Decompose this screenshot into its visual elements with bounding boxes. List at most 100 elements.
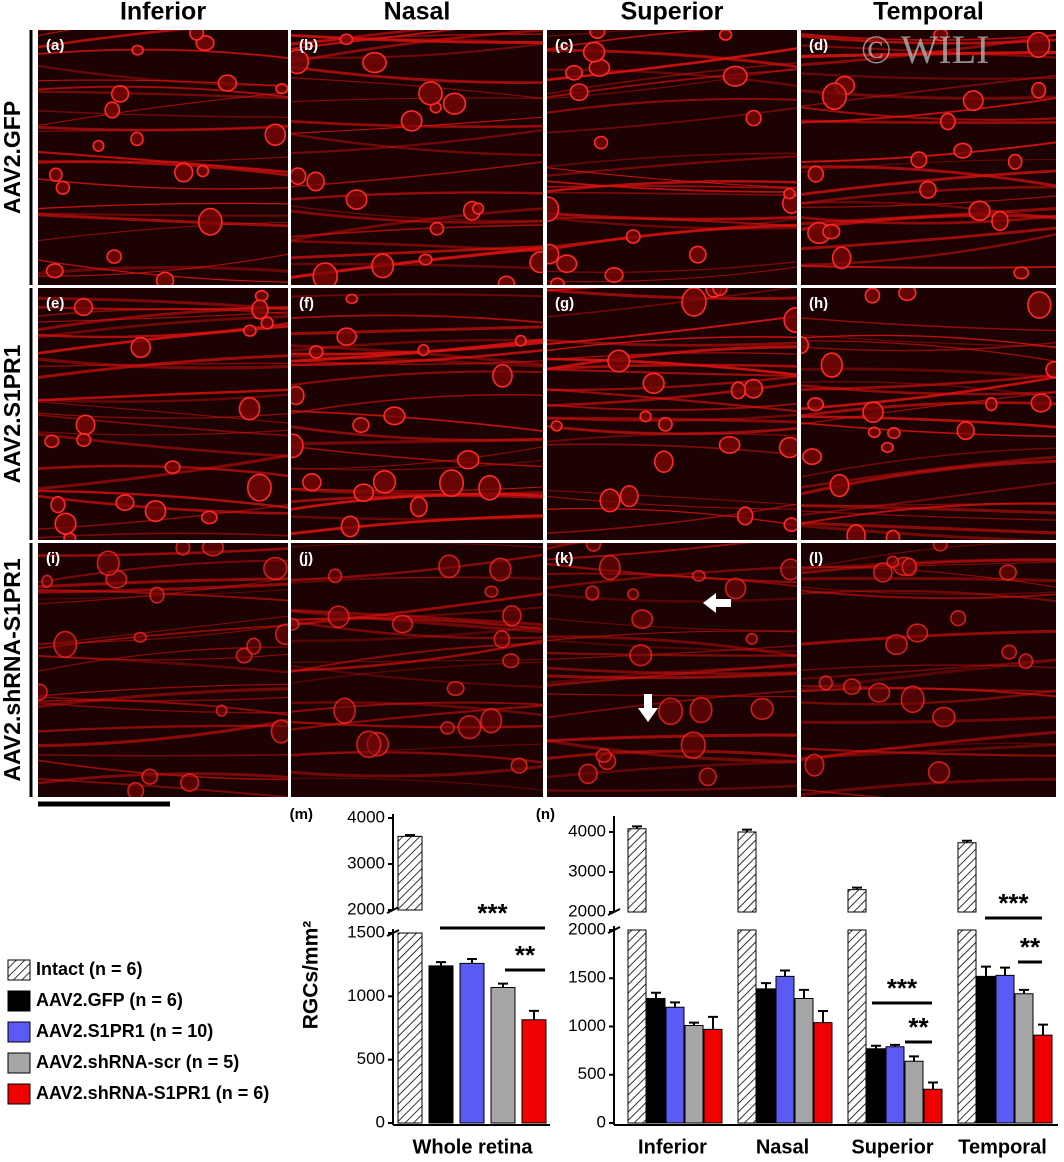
ganglion-cell — [53, 630, 78, 659]
error-bar — [761, 982, 771, 989]
ganglion-cell — [327, 605, 350, 629]
ganglion-cell — [985, 396, 998, 412]
ganglion-cell — [1045, 360, 1056, 379]
axon-fiber — [291, 38, 543, 47]
ganglion-cell — [722, 65, 748, 87]
ganglion-cell — [631, 609, 654, 630]
x-tick-label: Inferior — [638, 1136, 707, 1158]
axon-fiber — [38, 388, 288, 402]
axon-fiber — [291, 624, 543, 643]
ganglion-cell — [582, 41, 606, 63]
axon-fiber — [547, 223, 797, 251]
bar — [397, 835, 423, 1124]
ganglion-cell — [356, 730, 382, 759]
ganglion-cell — [585, 585, 600, 601]
ganglion-cell — [550, 277, 565, 285]
error-bar — [818, 1010, 828, 1023]
axon-fiber — [547, 749, 797, 760]
legend-label: AAV2.shRNA-scr (n = 5) — [36, 1052, 239, 1072]
axon-fiber — [801, 373, 1056, 391]
axon-fiber — [547, 97, 797, 114]
axon-fiber — [38, 724, 288, 733]
axon-fiber — [291, 209, 543, 224]
error-bar — [436, 961, 446, 966]
ganglion-cell — [842, 678, 861, 696]
axon-fiber — [801, 159, 1056, 173]
ganglion-cell — [55, 180, 71, 195]
micrograph — [547, 30, 797, 285]
ganglion-cell — [197, 207, 223, 236]
axon-fiber — [38, 221, 288, 242]
ganglion-cell — [933, 30, 949, 42]
ganglion-cell — [196, 164, 210, 178]
ganglion-cell — [484, 585, 499, 598]
ganglion-cell — [50, 496, 66, 514]
axon-fiber — [38, 454, 288, 491]
axon-fiber — [547, 425, 797, 436]
ganglion-cell — [246, 637, 262, 655]
ganglion-cell — [502, 653, 520, 669]
ganglion-cell — [291, 617, 300, 631]
axon-fiber — [38, 464, 288, 478]
legend-label: Intact (n = 6) — [36, 959, 143, 979]
ganglion-cell — [409, 496, 428, 518]
ganglion-cell — [780, 558, 797, 581]
axon-fiber — [291, 514, 543, 536]
ganglion-cell — [872, 562, 893, 583]
bar — [885, 1046, 905, 1124]
ganglion-cell — [270, 719, 288, 744]
axon-fiber — [801, 317, 1056, 332]
ganglion-cell — [625, 229, 641, 244]
ganglion-cell — [599, 488, 621, 513]
ganglion-cell — [991, 210, 1009, 232]
panel-label: (d) — [809, 37, 828, 54]
ganglion-cell — [73, 298, 94, 317]
axon-fiber — [547, 635, 797, 658]
bar — [737, 831, 757, 1124]
ganglion-cell — [627, 588, 639, 601]
ganglion-cell — [438, 469, 465, 497]
ganglion-cell — [698, 767, 717, 787]
ganglion-cell — [328, 568, 343, 584]
axon-fiber — [291, 704, 543, 731]
axon-fiber — [291, 348, 543, 367]
bar — [646, 998, 666, 1124]
bar — [684, 1025, 704, 1124]
axon-fiber — [801, 214, 1056, 225]
micrograph-background — [291, 543, 543, 797]
y-axis-label: RGCs/mm² — [300, 921, 323, 1030]
ganglion-cell — [932, 706, 956, 728]
ganglion-cell — [864, 288, 881, 304]
ganglion-cell — [174, 162, 194, 183]
panel-label: (l) — [809, 550, 823, 567]
axon-fiber — [291, 425, 543, 442]
axon-fiber — [547, 665, 797, 684]
axon-fiber — [38, 699, 288, 716]
axon-fiber — [291, 492, 543, 511]
y-tick-label: 3000 — [568, 861, 606, 880]
ganglion-cell — [906, 623, 929, 643]
axon-fiber — [801, 576, 1056, 583]
axon-fiber — [547, 288, 797, 301]
panel-label: (f) — [299, 295, 314, 312]
micrograph-background — [291, 30, 543, 285]
ganglion-cell — [689, 696, 713, 724]
axon-fiber — [801, 119, 1056, 125]
axon-fiber — [38, 702, 288, 714]
ganglion-cell — [1027, 291, 1052, 319]
bar — [957, 842, 977, 1124]
ganglion-cell — [339, 33, 354, 46]
axon-fiber — [291, 207, 543, 242]
axon-fiber — [38, 393, 288, 403]
axon-fiber — [801, 340, 1056, 362]
y-tick-label: 1500 — [568, 968, 606, 987]
ganglion-cell — [745, 632, 758, 645]
legend-swatch — [7, 959, 31, 981]
axon-fiber — [547, 630, 797, 642]
axon-fiber — [547, 185, 797, 190]
micrograph — [547, 288, 797, 540]
error-bar — [529, 1009, 539, 1020]
ganglion-cell — [639, 410, 652, 423]
ganglion-cell — [446, 680, 465, 697]
axon-fiber — [801, 629, 1056, 646]
